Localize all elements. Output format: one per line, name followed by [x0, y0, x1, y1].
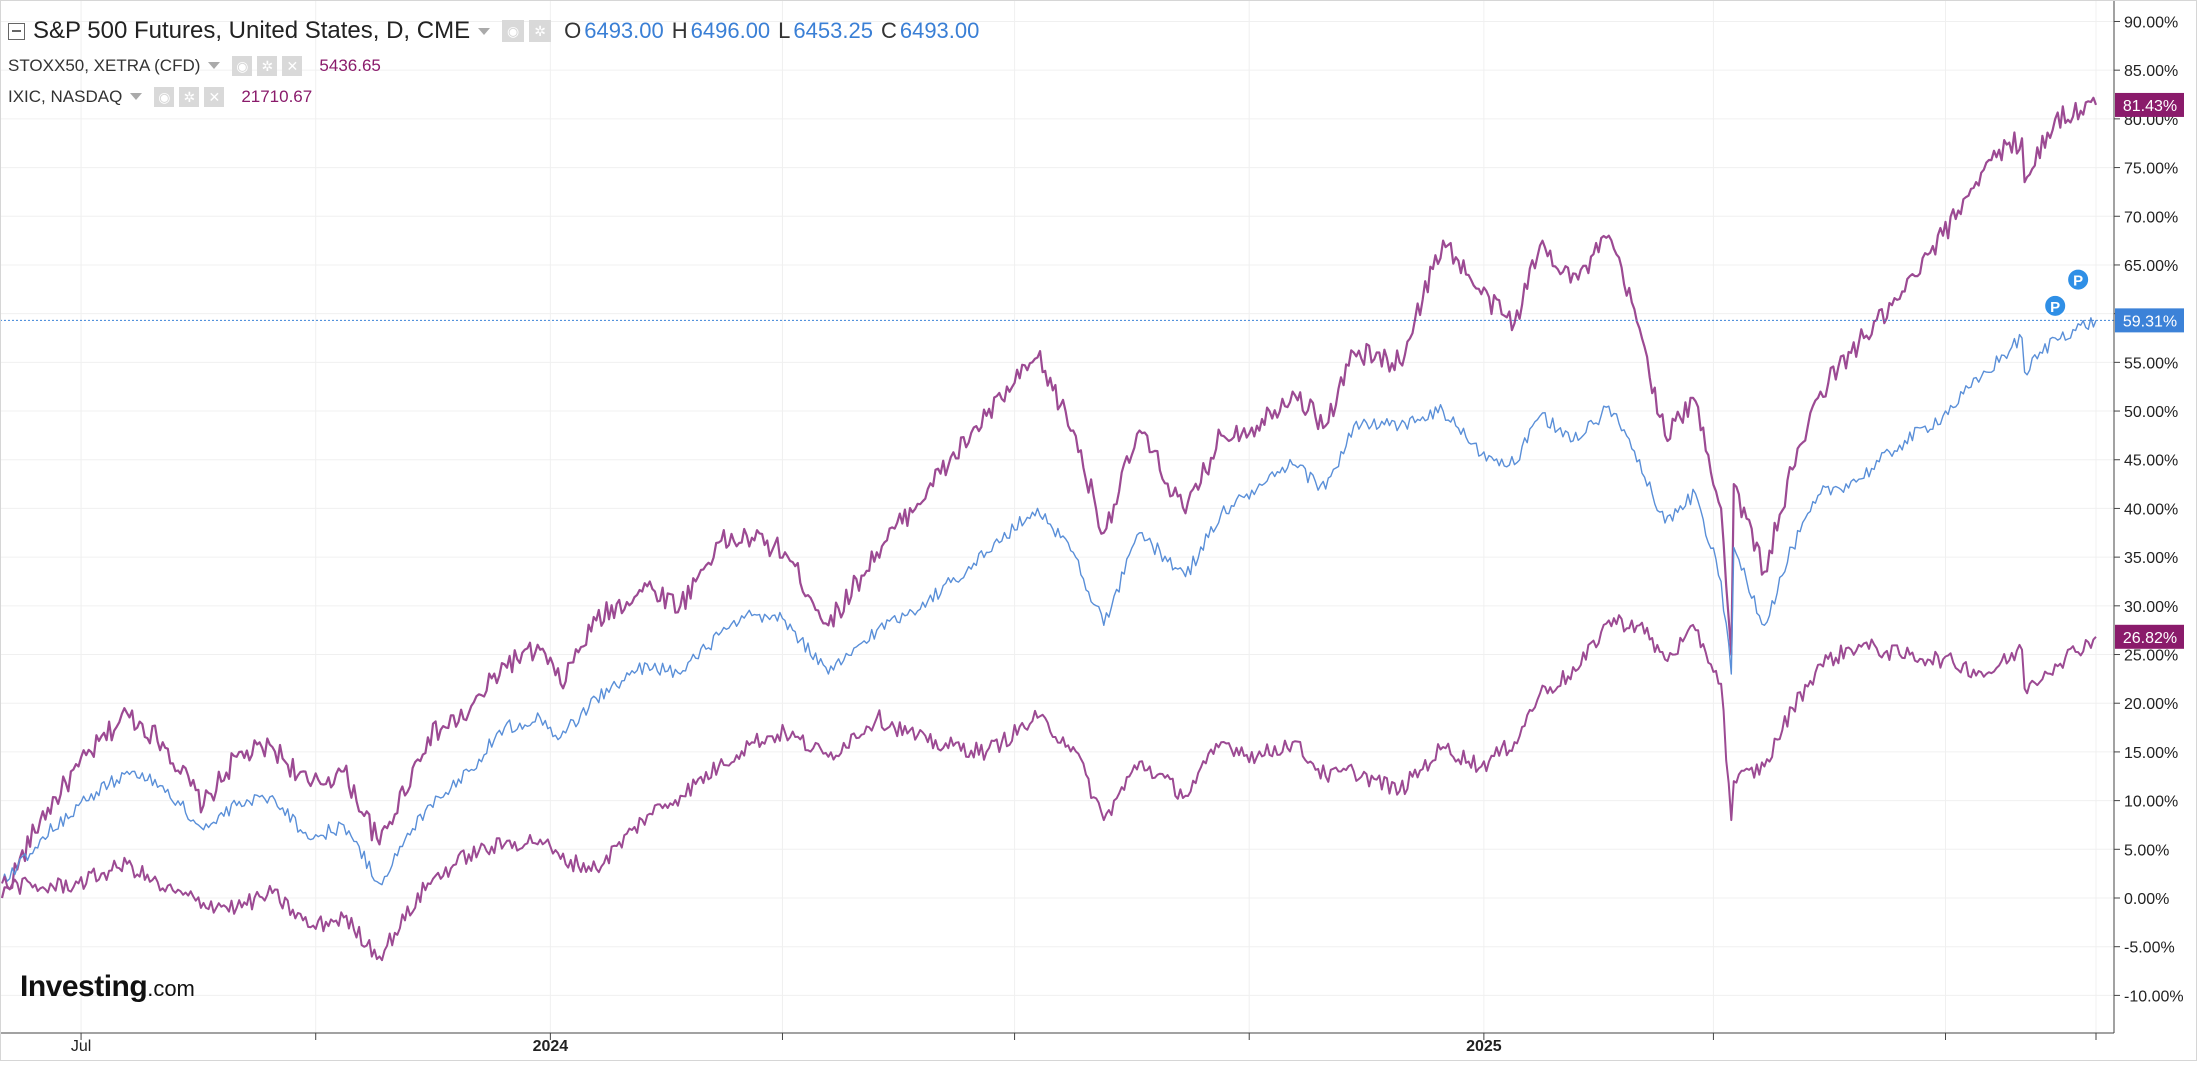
p-marker-icon[interactable] [2066, 267, 2091, 292]
y-tick-label: 20.00% [2124, 696, 2178, 713]
last-value-tag [2115, 92, 2184, 117]
ixic-visibility-icon[interactable]: ◉ [154, 86, 175, 107]
y-tick-label: 55.00% [2124, 355, 2178, 372]
y-tick-label: 0.00% [2124, 891, 2169, 908]
y-tick-label: -5.00% [2124, 940, 2175, 957]
ixic-dropdown-icon[interactable] [130, 93, 143, 100]
high-label: H [671, 18, 688, 43]
last-value-label: 59.31% [2123, 313, 2177, 330]
y-tick-label: 75.00% [2124, 161, 2178, 178]
logo-suffix: .com [147, 976, 195, 1001]
open-label: O [564, 18, 582, 43]
x-tick-label: Jul [71, 1038, 91, 1055]
main-series-dropdown-icon[interactable] [478, 27, 491, 35]
plot-background[interactable] [0, 0, 2114, 1033]
y-tick-label: 35.00% [2124, 550, 2178, 567]
p-marker-label: P [2073, 273, 2083, 290]
y-tick-label: 25.00% [2124, 648, 2178, 665]
y-tick-label: 50.00% [2124, 404, 2178, 421]
spx-series-line[interactable] [1, 317, 2097, 886]
y-tick-label: 40.00% [2124, 501, 2178, 518]
main-series-visibility-icon[interactable]: ◉ [502, 20, 525, 42]
y-tick-label: -10.00% [2124, 988, 2184, 1005]
stoxx-series-name[interactable]: STOXX50, XETRA (CFD) [8, 55, 201, 75]
p-marker-icon[interactable] [2043, 293, 2068, 318]
ixic-settings-icon[interactable]: ✲ [179, 86, 200, 107]
x-tick-label: 2025 [1466, 1038, 1502, 1055]
low-label: L [778, 18, 791, 43]
x-tick-label: 2024 [533, 1038, 569, 1055]
close-value: 6493.00 [899, 18, 980, 43]
high-value: 6496.00 [690, 18, 771, 43]
collapse-legend-icon[interactable] [8, 22, 25, 40]
chart-legend: S&P 500 Futures, United States, D, CME ◉… [8, 12, 979, 112]
ixic-remove-icon[interactable]: ✕ [204, 86, 225, 107]
last-value-label: 26.82% [2123, 630, 2177, 647]
ixic-value: 21710.67 [241, 86, 313, 106]
stoxx-visibility-icon[interactable]: ◉ [232, 55, 253, 76]
y-tick-label: 15.00% [2124, 745, 2178, 762]
last-value-tag [2115, 624, 2184, 649]
main-series-title[interactable]: S&P 500 Futures, United States, D, CME [33, 17, 471, 44]
y-tick-label: 45.00% [2124, 453, 2178, 470]
last-value-label: 81.43% [2123, 98, 2177, 115]
y-tick-label: 90.00% [2124, 14, 2178, 31]
last-value-tag [2115, 308, 2184, 333]
logo-text: Investing [20, 970, 148, 1003]
investing-logo: Investing.com [20, 970, 195, 1004]
stoxx-settings-icon[interactable]: ✲ [257, 55, 278, 76]
legend-stoxx-row[interactable]: STOXX50, XETRA (CFD) ◉ ✲ ✕ 5436.65 [8, 50, 979, 81]
stoxx-dropdown-icon[interactable] [208, 62, 221, 69]
y-tick-label: 85.00% [2124, 63, 2178, 80]
y-tick-label: 5.00% [2124, 842, 2169, 859]
legend-ixic-row[interactable]: IXIC, NASDAQ ◉ ✲ ✕ 21710.67 [8, 81, 979, 112]
main-series-settings-icon[interactable]: ✲ [529, 20, 552, 42]
low-value: 6453.25 [793, 18, 873, 43]
y-tick-label: 30.00% [2124, 599, 2178, 616]
stoxx-remove-icon[interactable]: ✕ [282, 55, 303, 76]
ixic-series-line[interactable] [0, 96, 2098, 899]
y-tick-label: 10.00% [2124, 794, 2178, 811]
legend-main-row[interactable]: S&P 500 Futures, United States, D, CME ◉… [8, 12, 979, 50]
p-marker-label: P [2050, 299, 2060, 316]
y-tick-label: 65.00% [2124, 258, 2178, 275]
open-value: 6493.00 [584, 18, 664, 43]
ixic-series-name[interactable]: IXIC, NASDAQ [8, 86, 123, 106]
close-label: C [880, 18, 897, 43]
y-tick-label: 70.00% [2124, 209, 2178, 226]
stoxx-value: 5436.65 [319, 55, 381, 75]
stoxx-series-line[interactable] [1, 614, 2097, 962]
